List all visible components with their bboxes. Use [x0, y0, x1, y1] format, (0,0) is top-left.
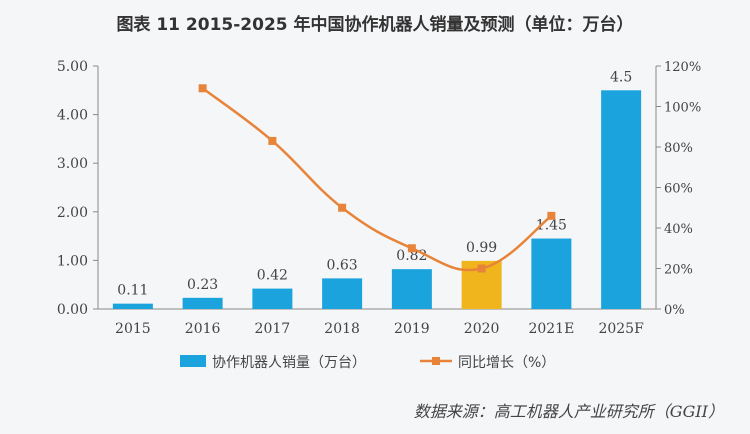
- growth-point: [198, 84, 207, 93]
- growth-point: [547, 211, 556, 220]
- bar-value-label: 4.5: [610, 69, 632, 85]
- right-axis-tick-label: 100%: [664, 101, 701, 116]
- left-axis-tick-label: 0.00: [57, 302, 88, 318]
- x-axis-tick-label: 2017: [255, 321, 291, 337]
- x-axis-tick-label: 2016: [185, 321, 221, 337]
- bar-2025F: [601, 90, 642, 309]
- x-axis-tick-label: 2018: [324, 321, 360, 337]
- growth-point: [477, 264, 486, 273]
- bar-2017: [252, 288, 293, 309]
- bar-labels-group: 0.11 0.230.420.630.820.991.454.5: [117, 69, 632, 298]
- growth-line: [201, 87, 553, 272]
- bar-value-label: 0.99: [466, 240, 497, 256]
- right-axis-tick-label: 0%: [664, 303, 685, 318]
- right-axis-tick-label: 40%: [664, 222, 693, 237]
- axes-group: 0.00 1.00 2.00 3.00 4.00 5.00 0% 20% 40% 60% 80% 10…: [57, 59, 701, 337]
- right-axis-tick-label: 60%: [664, 182, 693, 197]
- x-axis-tick-label: 2020: [464, 321, 500, 337]
- legend-bar-label: 协作机器人销量（万台）: [212, 355, 366, 371]
- bar-2018: [322, 278, 363, 309]
- bar-2021E: [531, 238, 572, 309]
- left-axis-tick-label: 1.00: [57, 253, 88, 269]
- x-axis-tick-label: 2025F: [598, 321, 644, 337]
- bar-2016: [182, 297, 223, 309]
- source-note: 数据来源：高工机器人产业研究所（GGII）: [413, 402, 724, 421]
- x-axis-tick-label: 2019: [394, 321, 430, 337]
- left-axis-tick-label: 5.00: [57, 59, 88, 75]
- bar-2019: [391, 269, 432, 309]
- x-axis-tick-label: 2015: [115, 321, 151, 337]
- bar-2015: [112, 303, 153, 309]
- bar-value-label: 0.11: [117, 283, 148, 299]
- bar-value-label: 0.23: [187, 277, 218, 293]
- legend-group: 协作机器人销量（万台） 同比增长（%）: [180, 355, 555, 371]
- right-axis-tick-label: 80%: [664, 141, 693, 156]
- right-axis-tick-label: 20%: [664, 263, 693, 278]
- bar-value-label: 0.42: [257, 268, 288, 284]
- legend-line-label: 同比增长（%）: [458, 355, 555, 371]
- legend-line-marker: [432, 357, 440, 365]
- legend-bar-swatch: [180, 355, 206, 367]
- growth-line-group: [198, 84, 556, 273]
- bar-value-label: 0.63: [327, 257, 358, 273]
- chart-title: 图表 11 2015-2025 年中国协作机器人销量及预测（单位：万台）: [116, 15, 634, 35]
- right-axis-tick-label: 120%: [664, 60, 701, 75]
- x-axis-tick-label: 2021E: [528, 321, 574, 337]
- left-axis-tick-label: 2.00: [57, 205, 88, 221]
- left-axis-tick-label: 3.00: [57, 156, 88, 172]
- growth-point: [407, 244, 416, 253]
- growth-point: [338, 203, 347, 212]
- left-axis-tick-label: 4.00: [57, 108, 88, 124]
- growth-point: [268, 136, 277, 145]
